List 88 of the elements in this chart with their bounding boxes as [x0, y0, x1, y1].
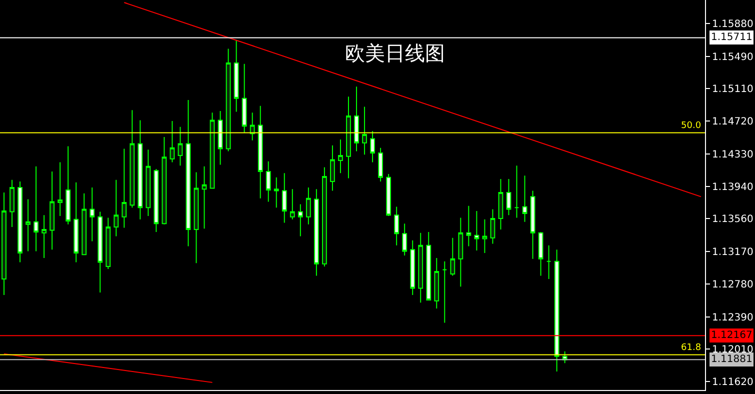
candlestick	[226, 48, 231, 152]
candlestick	[370, 130, 375, 163]
candlestick	[114, 179, 119, 237]
y-tick-label: 1.13560	[712, 214, 754, 226]
candlestick	[530, 190, 536, 260]
candlestick	[322, 166, 327, 267]
candlestick	[514, 165, 520, 218]
candlestick	[290, 188, 295, 220]
candlestick	[194, 172, 199, 264]
ref-line-label: 1.12167	[711, 330, 752, 341]
y-tick-label: 1.14330	[712, 149, 754, 160]
candlestick	[178, 126, 183, 166]
candlestick	[58, 162, 63, 217]
candlestick	[66, 146, 71, 225]
candlestick	[18, 181, 22, 263]
candlestick	[306, 186, 311, 225]
candlestick	[538, 231, 544, 276]
candlestick	[346, 96, 351, 179]
candlestick	[202, 166, 207, 230]
candlestick	[354, 86, 359, 152]
candlestick	[314, 188, 319, 276]
candlestick	[554, 249, 560, 372]
candlestick	[298, 204, 303, 237]
y-tick-label: 1.15490	[712, 52, 754, 63]
y-tick-label: 1.11620	[712, 377, 754, 388]
candlestick	[378, 147, 383, 182]
candlestick	[122, 148, 127, 228]
candlestick	[402, 223, 408, 256]
y-tick-label: 1.12780	[712, 280, 754, 291]
candlestick	[130, 110, 135, 208]
candlestick	[90, 186, 95, 242]
candlestick	[218, 110, 223, 166]
candlestick	[138, 120, 143, 220]
candlestick	[442, 260, 448, 324]
annotation: 50.0	[681, 121, 702, 131]
candlestick	[546, 244, 552, 280]
candlestick	[506, 178, 512, 216]
candlestick	[338, 139, 343, 174]
candlestick	[330, 144, 335, 192]
candlestick	[458, 217, 464, 288]
annotation: 61.8	[681, 343, 702, 353]
candlestick	[450, 237, 456, 276]
ref-line-label: 1.15711	[711, 32, 752, 43]
candlestick	[242, 63, 247, 134]
y-tick-label: 1.13940	[712, 182, 754, 194]
y-tick-label: 1.15880	[712, 19, 754, 30]
ref-line-label: 1.11881	[711, 354, 752, 365]
candlestick	[10, 179, 14, 228]
candlestick	[26, 198, 30, 252]
candlestick	[234, 40, 239, 112]
candlestick	[434, 258, 440, 309]
candlestick	[522, 175, 528, 222]
candlestick	[258, 105, 263, 199]
text: 欧美日线图	[345, 41, 445, 65]
candlestick	[418, 232, 424, 304]
candlestick	[394, 206, 400, 246]
candlestick	[466, 205, 472, 247]
candlestick	[106, 217, 111, 270]
candlestick	[82, 192, 87, 256]
candlestick	[490, 208, 496, 244]
candlestick	[162, 136, 167, 225]
candlestick	[482, 218, 488, 254]
candlestick	[426, 231, 432, 301]
candlestick	[42, 214, 47, 259]
y-tick-label: 1.12390	[712, 312, 754, 324]
candlestick	[154, 168, 159, 232]
y-tick-label: 1.12010	[712, 344, 754, 356]
candlestick	[34, 166, 39, 252]
candlestick	[274, 176, 279, 208]
candlestick	[210, 112, 215, 189]
candlestick	[474, 210, 480, 251]
candlestick	[170, 120, 175, 163]
candlestick	[146, 149, 151, 217]
candlestick	[98, 211, 103, 293]
candlestick	[74, 182, 79, 263]
y-tick-label: 1.15110	[712, 84, 754, 95]
candlestick	[250, 112, 255, 141]
candlestick	[282, 172, 287, 224]
y-tick-label: 1.13170	[712, 246, 754, 258]
y-tick-label: 1.14720	[712, 116, 754, 128]
candlestick	[362, 106, 367, 156]
candlestick	[410, 240, 416, 296]
candlestick	[186, 100, 191, 247]
candlestick	[2, 192, 6, 296]
candlestick	[50, 170, 55, 250]
candlestick	[266, 160, 271, 202]
candlestick	[386, 173, 392, 217]
candlestick	[498, 178, 504, 230]
